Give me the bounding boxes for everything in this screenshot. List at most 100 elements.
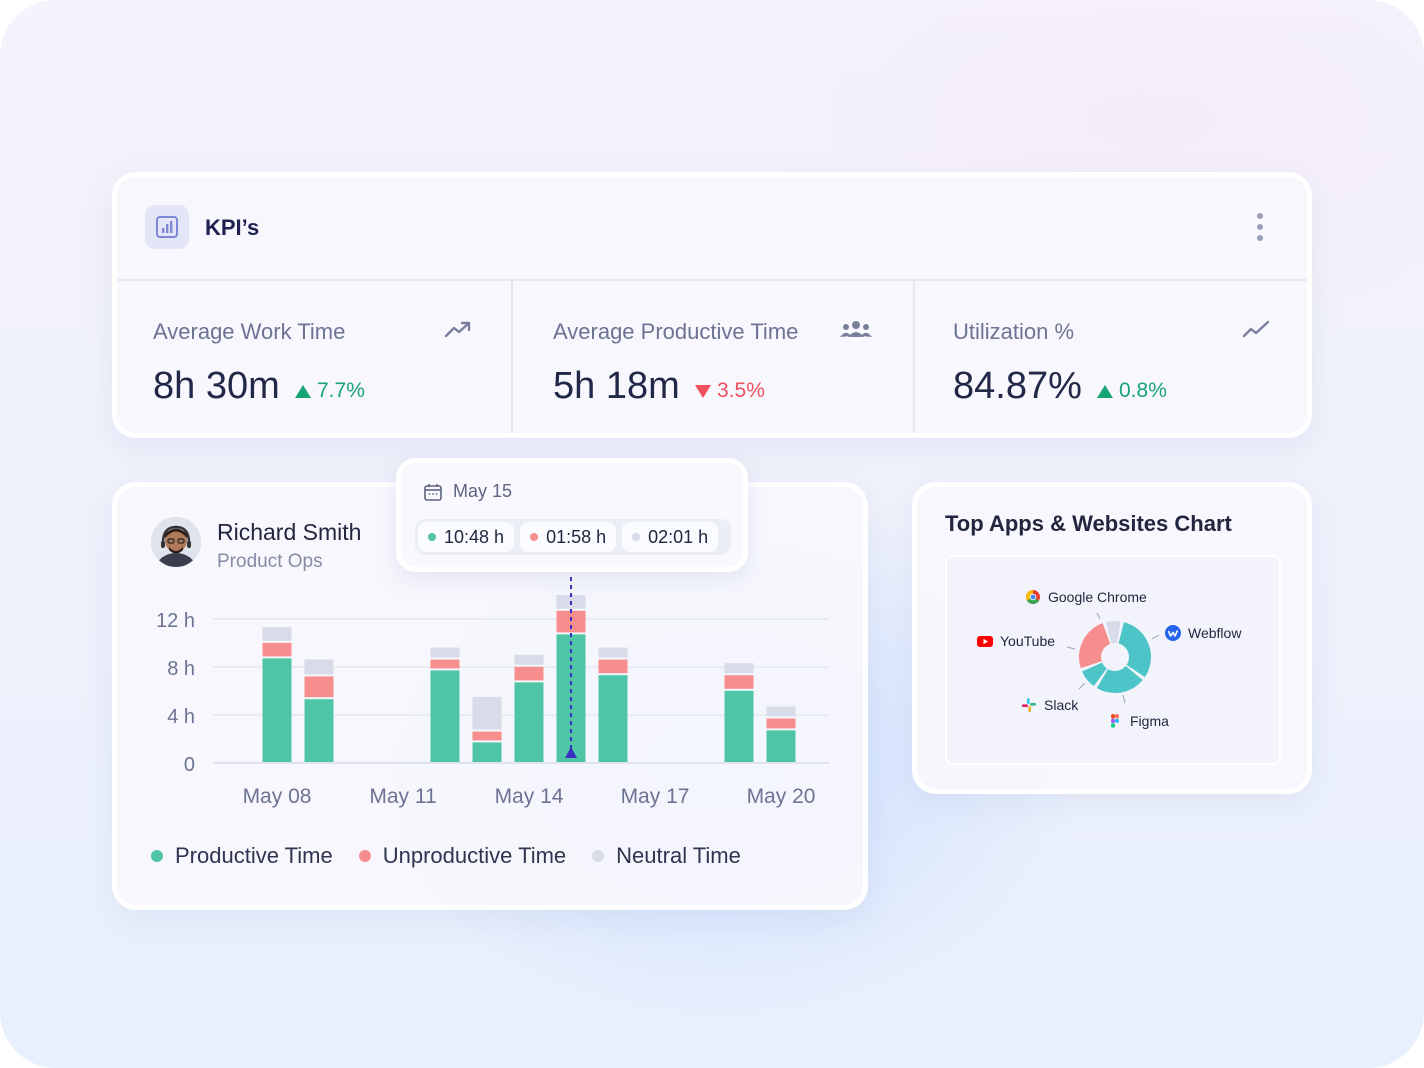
chart-legend: Productive Time Unproductive Time Neutra… xyxy=(151,843,741,869)
apps-donut-chart xyxy=(1066,612,1160,704)
kpi-utilization: Utilization % 84.87% 0.8% xyxy=(915,281,1307,433)
legend-unproductive[interactable]: Unproductive Time xyxy=(358,843,566,869)
bar-segment[interactable] xyxy=(514,666,544,681)
kpi-label: Average Productive Time xyxy=(553,319,799,344)
kpi-average-work-time: Average Work Time 8h 30m 7.7% xyxy=(117,281,511,433)
chrome-icon xyxy=(1026,590,1040,604)
tooltip-neutral: 02:01 h xyxy=(622,522,719,552)
y-tick-label: 8 h xyxy=(167,658,195,680)
bar-segment[interactable] xyxy=(724,675,754,689)
kpi-label: Utilization % xyxy=(953,319,1075,344)
x-tick-label: May 14 xyxy=(495,785,564,808)
legend-dot xyxy=(151,850,163,862)
bar-segment[interactable] xyxy=(304,676,334,698)
person-name: Richard Smith xyxy=(217,519,362,545)
bar-segment[interactable] xyxy=(598,675,628,762)
top-apps-card: Top Apps & Websites Chart Google Chrome … xyxy=(912,482,1312,794)
bar-segment[interactable] xyxy=(514,654,544,665)
youtube-icon xyxy=(977,636,993,647)
legend-productive[interactable]: Productive Time xyxy=(151,843,333,869)
bar-segment[interactable] xyxy=(262,627,292,641)
kpi-card: KPI’s Average Work Time 8h 30m 7.7% Aver… xyxy=(112,172,1312,438)
figma-icon xyxy=(1111,714,1119,728)
app-label-youtube[interactable]: YouTube xyxy=(977,633,1055,649)
donut-slice[interactable] xyxy=(1096,665,1143,693)
kpi-value: 8h 30m xyxy=(153,365,280,407)
kpi-value: 5h 18m xyxy=(553,365,680,407)
legend-dot xyxy=(592,850,605,862)
leader-line xyxy=(1096,612,1101,620)
bar-segment[interactable] xyxy=(514,682,544,762)
tooltip-productive: 10:48 h xyxy=(418,522,515,552)
kpi-delta: 7.7% xyxy=(295,379,365,403)
y-tick-label: 12 h xyxy=(156,610,195,632)
app-label-webflow[interactable]: Webflow xyxy=(1165,625,1241,641)
bar-segment[interactable] xyxy=(556,610,586,633)
stacked-bar-chart: 12 h 8 h 4 h 0 May 08 May 11 May 14 May 17 May 2… xyxy=(156,577,829,808)
divider xyxy=(913,281,915,433)
trending-up-icon xyxy=(443,317,473,346)
x-tick-label: May 20 xyxy=(747,785,816,808)
leader-line xyxy=(1066,646,1076,650)
y-tick-label: 0 xyxy=(184,754,195,776)
bar-chart-icon xyxy=(145,205,189,249)
arrow-up-icon xyxy=(295,384,311,398)
tooltip-date: May 15 xyxy=(423,481,512,502)
app-label-google-chrome[interactable]: Google Chrome xyxy=(1025,589,1147,605)
more-vertical-icon[interactable] xyxy=(1255,213,1265,243)
highlight-marker-icon xyxy=(565,747,577,758)
bar-segment[interactable] xyxy=(766,730,796,762)
bar-segment[interactable] xyxy=(598,647,628,658)
kpi-header: KPI’s xyxy=(117,177,1307,281)
donut-slice[interactable] xyxy=(1082,662,1107,687)
donut-slice[interactable] xyxy=(1079,623,1111,669)
kpi-delta: 0.8% xyxy=(1097,379,1167,403)
bar-segment[interactable] xyxy=(724,690,754,762)
bar-segment[interactable] xyxy=(262,658,292,762)
bar-segment[interactable] xyxy=(430,659,460,669)
kpi-delta: 3.5% xyxy=(695,379,765,403)
divider xyxy=(511,281,513,433)
kpi-average-productive-time: Average Productive Time 5h 18m 3.5% xyxy=(513,281,913,433)
kpi-value: 84.87% xyxy=(953,365,1082,407)
slack-icon xyxy=(1022,698,1036,712)
bar-segment[interactable] xyxy=(766,706,796,717)
app-label-slack[interactable]: Slack xyxy=(1021,697,1078,713)
users-icon xyxy=(839,317,873,346)
app-label-figma[interactable]: Figma xyxy=(1107,713,1169,729)
bar-segment[interactable] xyxy=(304,699,334,762)
bar-segment[interactable] xyxy=(724,663,754,674)
arrow-up-icon xyxy=(1097,384,1113,398)
apps-title: Top Apps & Websites Chart xyxy=(945,511,1232,536)
leader-line xyxy=(1122,694,1126,704)
bar-segment[interactable] xyxy=(472,731,502,741)
bar-segment[interactable] xyxy=(304,659,334,675)
calendar-icon xyxy=(424,483,442,501)
person-role: Product Ops xyxy=(217,551,323,572)
leader-line xyxy=(1151,634,1160,640)
bar-segment[interactable] xyxy=(472,742,502,762)
y-tick-label: 4 h xyxy=(167,706,195,728)
bar-segment[interactable] xyxy=(430,670,460,762)
apps-chart-panel: Google Chrome Webflow YouTube Slack xyxy=(945,555,1281,765)
webflow-icon xyxy=(1165,625,1181,641)
x-tick-label: May 17 xyxy=(621,785,690,808)
x-tick-label: May 08 xyxy=(243,785,312,808)
donut-slice[interactable] xyxy=(1118,622,1151,678)
line-chart-icon xyxy=(1241,317,1271,346)
leader-line xyxy=(1078,682,1086,690)
bar-segment[interactable] xyxy=(766,718,796,729)
bar-segment[interactable] xyxy=(598,659,628,674)
arrow-down-icon xyxy=(695,384,711,398)
legend-dot xyxy=(358,850,371,862)
legend-neutral[interactable]: Neutral Time xyxy=(592,843,741,869)
bar-segment[interactable] xyxy=(472,696,502,730)
kpi-label: Average Work Time xyxy=(153,319,346,344)
tooltip-unproductive: 01:58 h xyxy=(520,522,617,552)
avatar xyxy=(151,517,201,567)
bar-segment[interactable] xyxy=(262,642,292,657)
bar-segment[interactable] xyxy=(430,647,460,658)
kpi-title: KPI’s xyxy=(205,215,260,240)
chart-tooltip: May 15 10:48 h 01:58 h 02:01 h xyxy=(396,458,748,572)
donut-slice[interactable] xyxy=(1106,621,1121,644)
